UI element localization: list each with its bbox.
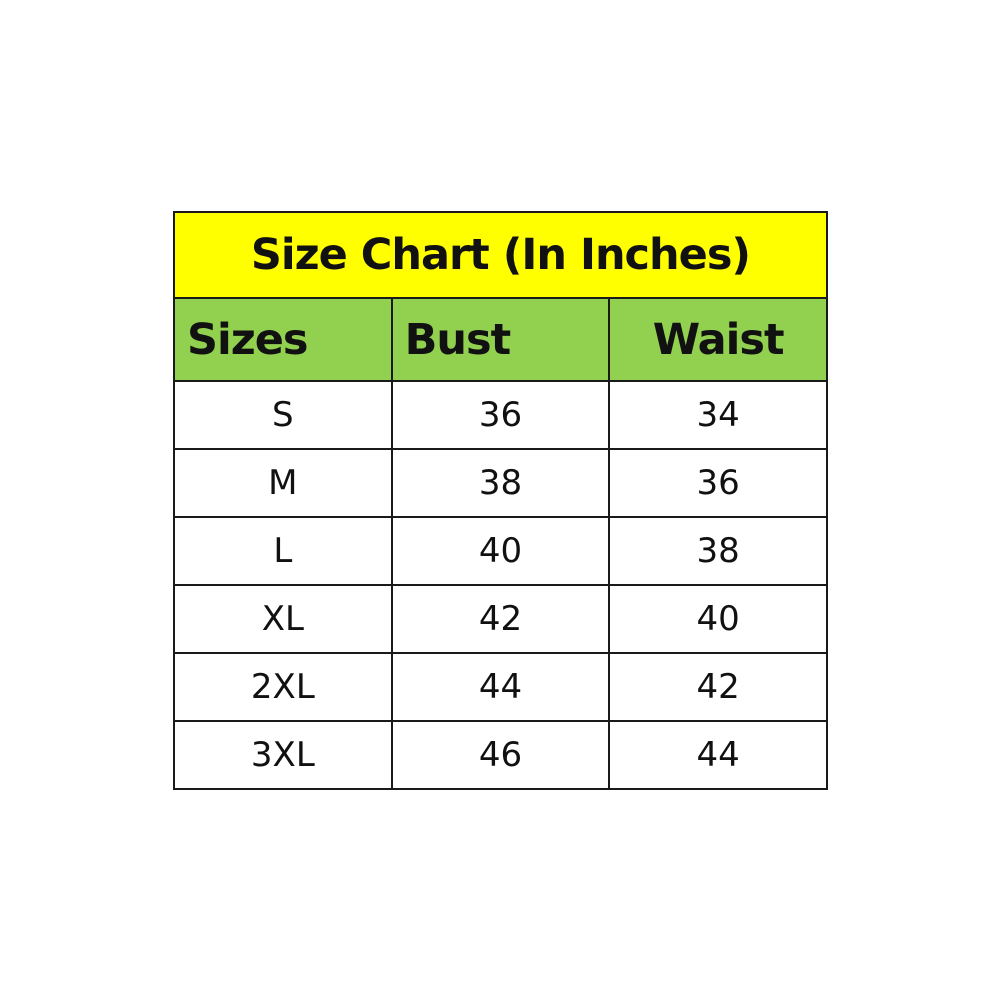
waist-cell: 42 [608, 652, 828, 722]
table-title: Size Chart (In Inches) [173, 211, 828, 299]
table-row: XL 42 40 [173, 584, 828, 654]
waist-cell: 40 [608, 584, 828, 654]
header-row: Sizes Bust Waist [173, 297, 828, 382]
bust-cell: 36 [390, 380, 611, 450]
size-cell: 3XL [173, 720, 393, 790]
bust-cell: 38 [390, 448, 611, 518]
size-cell: S [173, 380, 393, 450]
bust-cell: 46 [390, 720, 611, 790]
table-row: L 40 38 [173, 516, 828, 586]
size-cell: 2XL [173, 652, 393, 722]
header-waist: Waist [608, 297, 828, 382]
bust-cell: 44 [390, 652, 611, 722]
table-row: S 36 34 [173, 380, 828, 450]
size-cell: M [173, 448, 393, 518]
table-row: 2XL 44 42 [173, 652, 828, 722]
size-cell: XL [173, 584, 393, 654]
waist-cell: 34 [608, 380, 828, 450]
size-chart-table: Size Chart (In Inches) Sizes Bust Waist … [173, 211, 828, 790]
header-bust: Bust [390, 297, 611, 382]
waist-cell: 36 [608, 448, 828, 518]
table-row: M 38 36 [173, 448, 828, 518]
title-row: Size Chart (In Inches) [173, 211, 828, 299]
waist-cell: 44 [608, 720, 828, 790]
waist-cell: 38 [608, 516, 828, 586]
header-sizes: Sizes [173, 297, 393, 382]
size-cell: L [173, 516, 393, 586]
bust-cell: 42 [390, 584, 611, 654]
table-row: 3XL 46 44 [173, 720, 828, 790]
bust-cell: 40 [390, 516, 611, 586]
